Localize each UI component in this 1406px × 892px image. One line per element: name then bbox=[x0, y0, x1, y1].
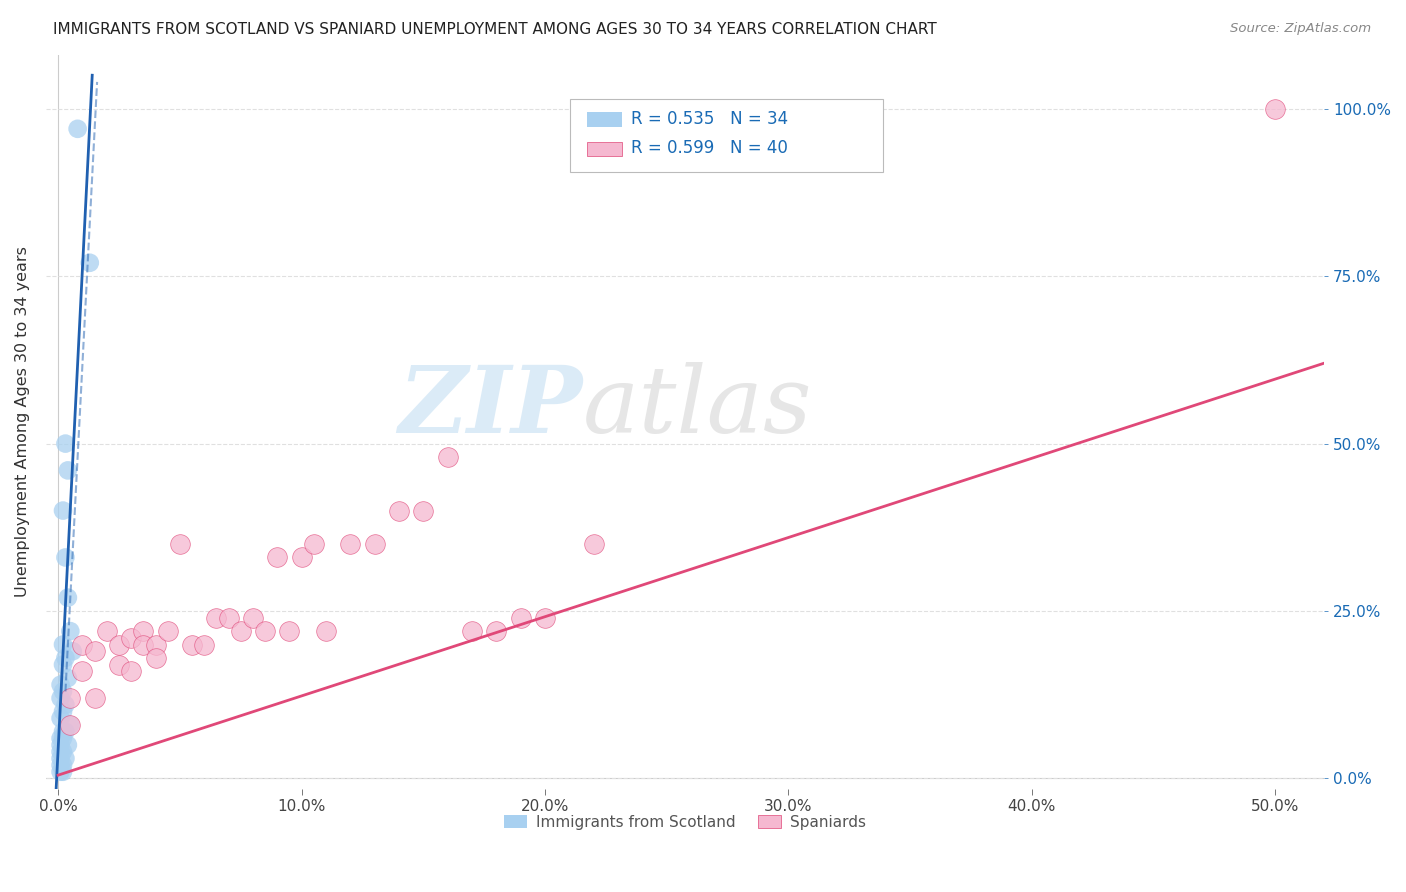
Point bbox=[72, 638, 94, 652]
Point bbox=[55, 651, 77, 665]
Point bbox=[242, 611, 264, 625]
Point bbox=[49, 678, 72, 692]
Point bbox=[83, 691, 105, 706]
Point bbox=[156, 624, 179, 639]
Point bbox=[59, 718, 82, 732]
Point bbox=[509, 611, 531, 625]
Point bbox=[302, 537, 325, 551]
Point bbox=[534, 611, 557, 625]
Point bbox=[52, 724, 75, 739]
Point bbox=[59, 718, 82, 732]
Point bbox=[218, 611, 240, 625]
Legend: Immigrants from Scotland, Spaniards: Immigrants from Scotland, Spaniards bbox=[498, 809, 873, 836]
Point bbox=[485, 624, 508, 639]
Text: ZIP: ZIP bbox=[398, 362, 582, 452]
Point bbox=[56, 671, 79, 685]
Point bbox=[132, 638, 155, 652]
Point bbox=[49, 731, 72, 746]
Point bbox=[193, 638, 215, 652]
Point bbox=[79, 256, 101, 270]
Point bbox=[181, 638, 204, 652]
Point bbox=[363, 537, 385, 551]
Point bbox=[52, 745, 75, 759]
Point bbox=[52, 764, 75, 779]
Point bbox=[388, 503, 411, 517]
Point bbox=[436, 450, 458, 464]
Text: Source: ZipAtlas.com: Source: ZipAtlas.com bbox=[1230, 22, 1371, 36]
Point bbox=[83, 644, 105, 658]
Point bbox=[108, 657, 131, 672]
Point bbox=[145, 651, 167, 665]
Point bbox=[254, 624, 277, 639]
Point bbox=[96, 624, 118, 639]
Point bbox=[339, 537, 361, 551]
Point bbox=[52, 758, 75, 772]
Point bbox=[49, 764, 72, 779]
Point bbox=[205, 611, 228, 625]
Point bbox=[55, 550, 77, 565]
Point bbox=[56, 463, 79, 477]
Bar bbox=[586, 142, 623, 156]
Point bbox=[55, 436, 77, 450]
Point bbox=[290, 550, 312, 565]
Point bbox=[582, 537, 605, 551]
Point bbox=[132, 624, 155, 639]
Point bbox=[55, 724, 77, 739]
Point bbox=[52, 684, 75, 698]
Point bbox=[49, 711, 72, 725]
Point bbox=[49, 745, 72, 759]
Point bbox=[49, 751, 72, 765]
FancyBboxPatch shape bbox=[569, 99, 883, 172]
Point bbox=[59, 624, 82, 639]
Point bbox=[52, 657, 75, 672]
Point bbox=[49, 738, 72, 752]
Point bbox=[52, 503, 75, 517]
Point bbox=[412, 503, 434, 517]
Point bbox=[56, 738, 79, 752]
Text: atlas: atlas bbox=[582, 362, 813, 452]
Y-axis label: Unemployment Among Ages 30 to 34 years: Unemployment Among Ages 30 to 34 years bbox=[15, 246, 30, 598]
Point bbox=[145, 638, 167, 652]
Point bbox=[169, 537, 191, 551]
Point bbox=[52, 731, 75, 746]
Point bbox=[278, 624, 301, 639]
Point bbox=[49, 758, 72, 772]
Point bbox=[229, 624, 252, 639]
Point bbox=[66, 121, 89, 136]
Point bbox=[461, 624, 484, 639]
Text: R = 0.599   N = 40: R = 0.599 N = 40 bbox=[631, 139, 789, 157]
Text: IMMIGRANTS FROM SCOTLAND VS SPANIARD UNEMPLOYMENT AMONG AGES 30 TO 34 YEARS CORR: IMMIGRANTS FROM SCOTLAND VS SPANIARD UNE… bbox=[53, 22, 938, 37]
Point bbox=[315, 624, 337, 639]
Bar bbox=[586, 112, 623, 127]
Point bbox=[266, 550, 288, 565]
Point bbox=[62, 644, 84, 658]
Point bbox=[55, 698, 77, 712]
Point bbox=[56, 591, 79, 605]
Point bbox=[72, 665, 94, 679]
Point bbox=[120, 665, 142, 679]
Point bbox=[120, 631, 142, 645]
Point bbox=[55, 751, 77, 765]
Text: R = 0.535   N = 34: R = 0.535 N = 34 bbox=[631, 110, 789, 128]
Point bbox=[108, 638, 131, 652]
Point bbox=[52, 705, 75, 719]
Point bbox=[59, 691, 82, 706]
Point bbox=[52, 638, 75, 652]
Point bbox=[1264, 102, 1286, 116]
Point bbox=[49, 691, 72, 706]
